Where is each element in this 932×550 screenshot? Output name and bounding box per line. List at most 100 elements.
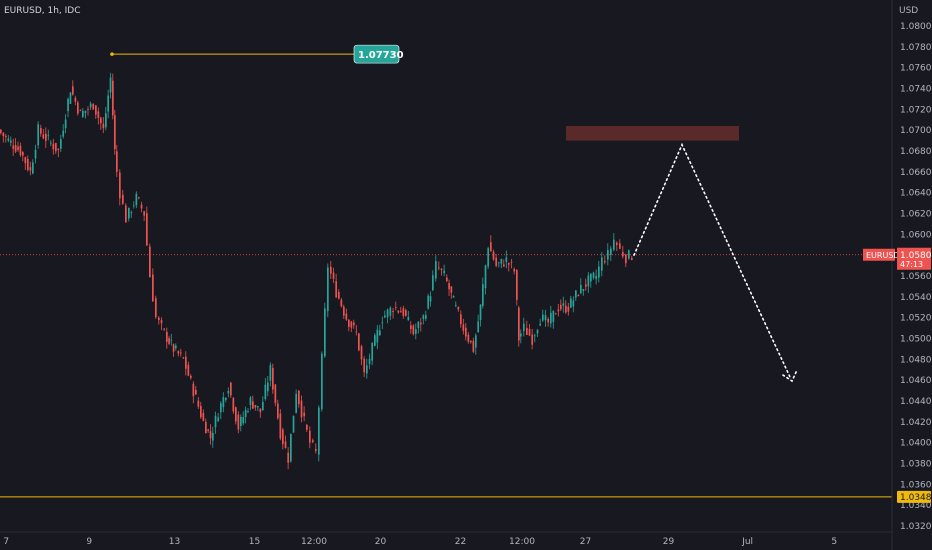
candle-body [580,285,582,294]
candle-body [420,322,422,325]
projection-path[interactable] [633,142,791,378]
candle-body [462,324,465,331]
candle-body [292,415,295,433]
candle-body [523,323,525,331]
candle-body [321,353,323,410]
high-price-label-box[interactable] [353,44,400,64]
candle-body [562,303,565,306]
candle-body [550,312,552,324]
price-tick-label: 1.03800 [900,460,932,470]
candle-body [438,267,440,269]
candle-body [47,135,50,137]
candle-body [32,162,34,174]
time-tick-label: 15 [249,537,260,547]
candle-body [467,334,470,342]
candle-body [175,345,177,349]
candle-body [613,239,615,250]
support-price-badge [897,490,931,503]
candle-body [592,272,595,278]
candle-body [518,307,520,341]
candle-body [60,139,62,149]
candle-body [290,433,292,462]
candle-body [55,142,57,152]
candle-body [366,365,368,374]
candle-body [190,375,192,378]
candle-body [0,129,2,133]
candle-body [217,417,220,422]
candle-body [309,430,311,443]
candle-body [590,273,592,282]
candle-body [119,172,121,199]
candle-body [610,248,612,255]
candle-body [395,307,397,308]
time-tick-label: 20 [375,537,387,547]
candle-body [460,314,462,325]
candle-body [170,339,173,341]
candle-body [392,311,394,313]
candle-body [140,204,143,209]
candle-body [500,258,503,264]
candle-body [348,319,350,327]
candle-body [575,290,577,298]
candle-body [555,313,557,315]
price-tick-label: 1.03600 [900,480,932,490]
candle-body [212,432,214,441]
candle-body [452,296,455,298]
candle-body [315,449,317,451]
candle-body [528,328,531,336]
time-tick-label: 22 [455,537,466,547]
candle-body [410,325,412,330]
candle-body [363,358,366,373]
price-axis[interactable]: 1.08000 1.07800 1.07600 1.07400 1.07200 1.070… [863,0,932,550]
candle-body [402,308,405,316]
candle-body [318,407,320,455]
candle-body [508,263,510,265]
candle-body [457,306,460,310]
price-tick-label: 1.07800 [900,43,932,53]
price-tick-label: 1.04600 [900,376,932,386]
candle-body [324,308,326,357]
candle-body [492,251,495,260]
candle-body [450,286,453,293]
candle-body [484,265,487,289]
resistance-zone[interactable] [566,126,739,141]
candle-body [163,328,166,330]
candle-body [355,331,358,333]
candle-body [87,108,89,110]
candle-body [222,397,225,408]
candle-body [207,429,210,431]
candle-body [168,338,170,344]
time-axis[interactable]: 7 9 13 15 12:00 20 22 12:00 27 29 Jul 5 [0,531,892,547]
candle-body [448,283,450,290]
candle-body [607,250,609,260]
candle-body [577,294,580,296]
candle-body [74,97,77,102]
price-tick-label: 1.06200 [900,210,932,220]
candle-body [77,102,79,114]
candle-body [205,421,207,434]
candle-body [557,309,560,312]
time-tick-label: Jul [741,537,753,547]
candle-body [601,257,603,271]
price-tick-label: 1.07000 [900,126,932,136]
candle-body [446,277,448,281]
candle-body [400,311,402,313]
candle-body [27,159,29,170]
candle-body [262,401,264,411]
price-tick-label: 1.04400 [900,397,932,407]
candle-body [513,269,516,272]
candle-body [209,431,212,439]
candle-body [232,398,235,412]
candle-body [195,389,197,395]
candle-body [616,242,618,245]
candle-body [482,284,484,306]
candle-body [122,194,124,204]
price-tick-label: 1.06000 [900,230,932,240]
candle-body [155,298,157,318]
candle-body [50,142,52,144]
candle-body [172,344,175,352]
candle-body [495,257,498,266]
